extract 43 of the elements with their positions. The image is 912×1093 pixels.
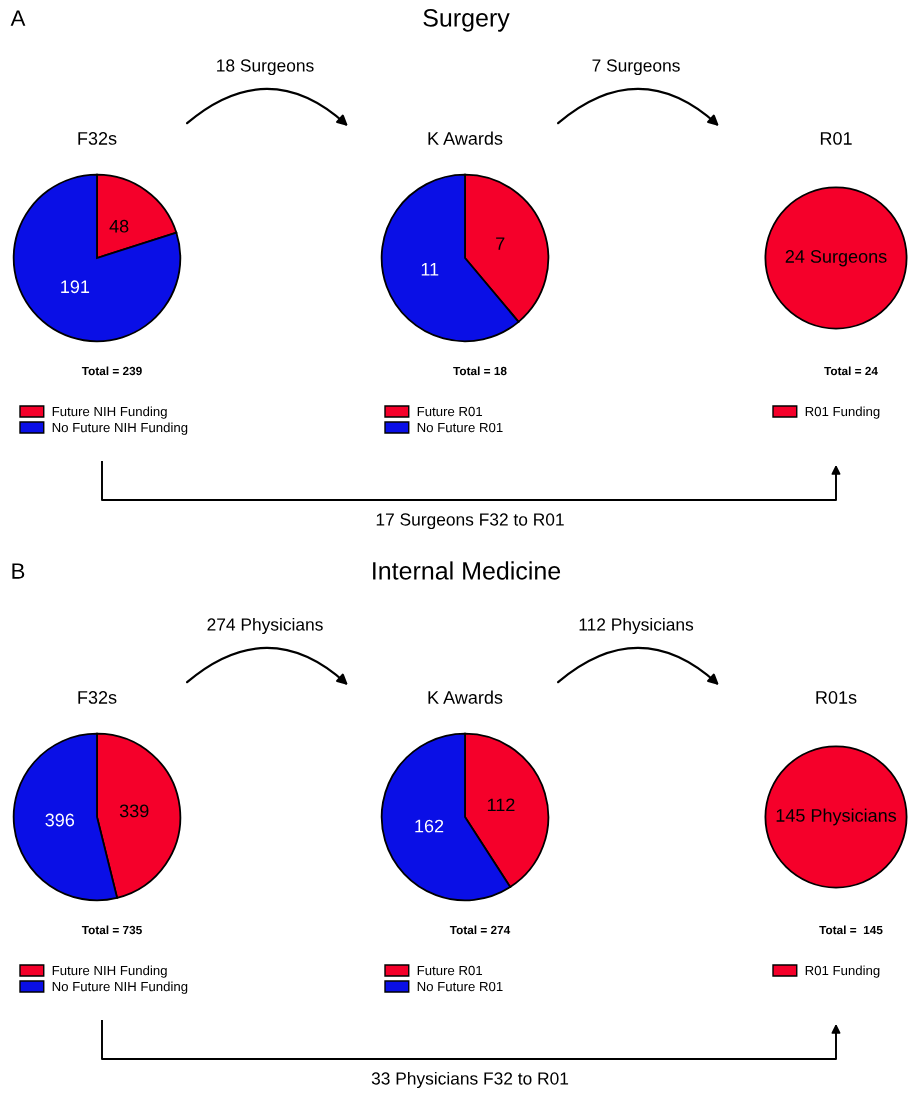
data-label: 112 [487,798,515,812]
text: Total = 735 [81,925,142,935]
legend-label: Future R01 [417,965,483,976]
legend-label: No Future R01 [417,422,503,433]
text: Total = 24 [824,366,878,376]
text: 7 Surgeons [592,59,680,76]
text: Total = 274 [449,925,511,935]
legend-label: R01 Funding [805,965,880,978]
text: Total = 145 [819,925,883,935]
data-label: 24 Surgeons [785,250,887,267]
chart-title: F32s [78,132,117,145]
chart-title: R01s [816,691,857,704]
data-label: 396 [45,813,75,827]
legend-label: No Future R01 [417,981,503,992]
text: 17 Surgeons F32 to R01 [376,513,564,530]
chart-title: R01 [820,132,852,145]
data-label: 339 [119,804,149,818]
legend-label: Future NIH Funding [52,965,167,978]
legend-label: No Future NIH Funding [52,422,188,435]
chart-title: F32s [78,691,117,704]
data-label: 145 Physicians [776,808,897,826]
legend-label: R01 Funding [805,406,880,419]
text: Total = 239 [81,366,142,376]
legend-label: No Future NIH Funding [52,981,188,994]
legend-label: Future R01 [417,406,483,417]
data-label: 7 [496,237,505,250]
data-label: 48 [109,219,129,233]
text: 112 Physicians [579,617,694,635]
legend-label: Future NIH Funding [52,406,167,419]
data-label: 191 [61,280,90,294]
text: Internal Medicine [373,561,561,580]
text: Surgery [423,9,510,32]
text: 18 Surgeons [217,59,314,76]
chart-title: K Awards [428,131,503,145]
text: 274 Physicians [207,617,323,635]
text: A [10,10,26,26]
text: Total = 18 [453,366,507,376]
text: 33 Physicians F32 to R01 [371,1071,569,1089]
data-label: 11 [421,263,439,276]
text: B [12,563,25,579]
pie-slice [12,173,182,343]
chart-title: K Awards [428,690,503,704]
data-label: 162 [415,819,444,833]
